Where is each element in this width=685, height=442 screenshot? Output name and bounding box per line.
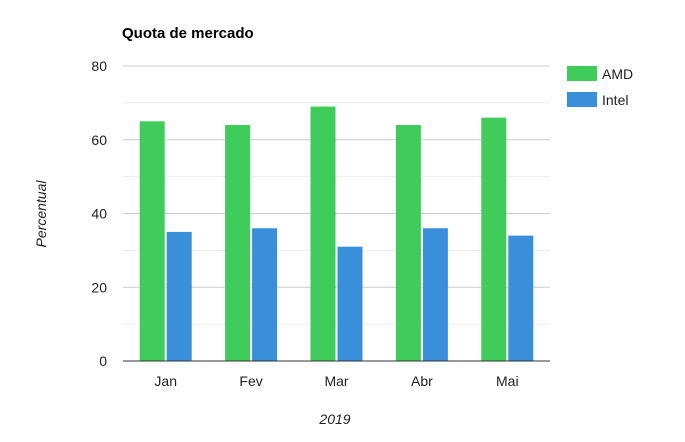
bar-intel-jan (166, 231, 192, 361)
gridlines (123, 65, 550, 325)
bars (139, 106, 534, 361)
bar-amd-jan (139, 121, 165, 361)
x-tick-label: Abr (411, 373, 433, 389)
bar-intel-abr (422, 228, 448, 361)
y-tick-label: 80 (91, 58, 107, 74)
legend-label-intel: Intel (602, 92, 628, 108)
x-axis-ticks: Jan Fev Mar Abr Mai (154, 373, 518, 389)
legend: AMD Intel (567, 66, 633, 108)
legend-label-amd: AMD (602, 66, 633, 82)
x-tick-label: Fev (239, 373, 262, 389)
x-tick-label: Mar (324, 373, 348, 389)
bar-amd-fev (225, 125, 251, 361)
x-tick-label: Mai (496, 373, 519, 389)
bar-intel-mai (508, 235, 534, 361)
legend-swatch-intel (567, 92, 597, 107)
y-tick-label: 40 (91, 206, 107, 222)
bar-amd-mai (481, 117, 507, 361)
y-tick-label: 20 (91, 279, 107, 295)
legend-swatch-amd (567, 66, 597, 81)
bar-intel-fev (252, 228, 278, 361)
y-tick-label: 0 (99, 353, 107, 369)
bar-intel-mar (337, 246, 363, 361)
bar-amd-abr (395, 125, 421, 361)
bar-amd-mar (310, 106, 336, 361)
x-tick-label: Jan (154, 373, 177, 389)
y-tick-label: 60 (91, 132, 107, 148)
chart-title: Quota de mercado (122, 25, 254, 42)
y-axis-title: Percentual (33, 180, 49, 248)
y-axis-ticks: 0 20 40 60 80 (91, 58, 107, 369)
x-axis-title: 2019 (318, 411, 350, 427)
